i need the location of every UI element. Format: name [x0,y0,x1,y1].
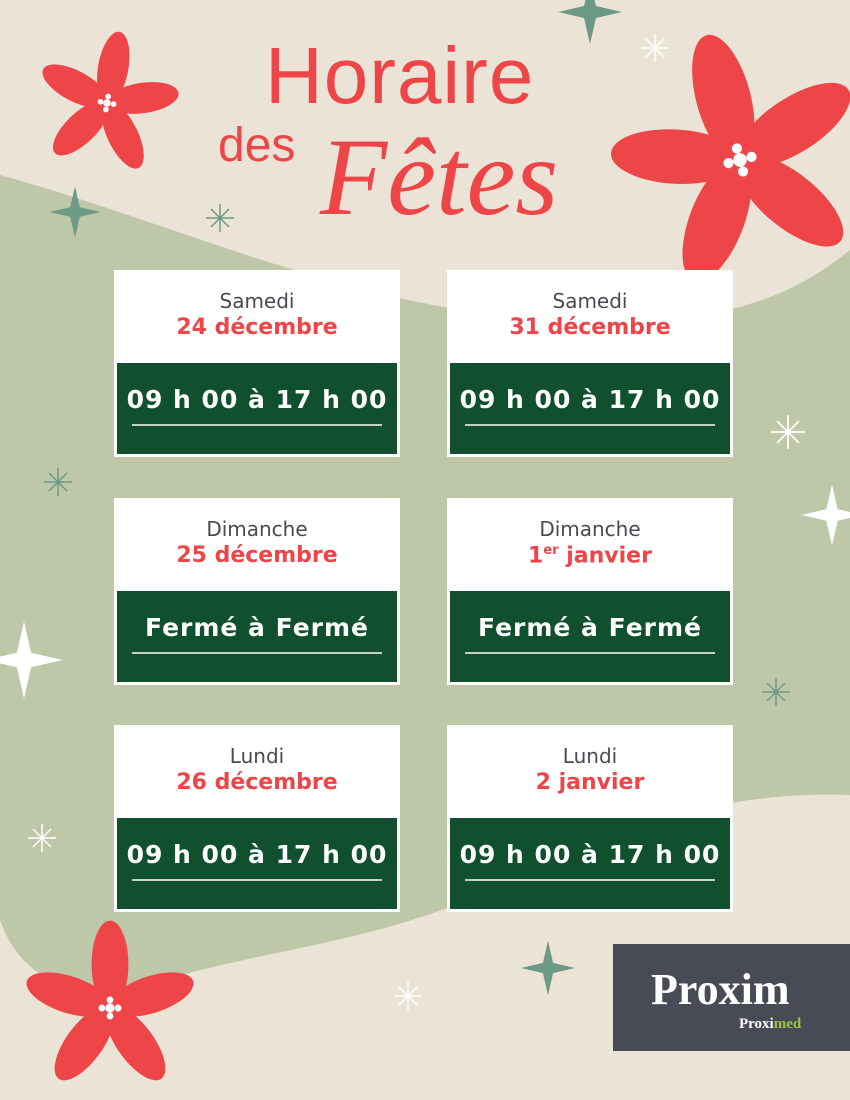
schedule-card: Samedi 31 décembre 09 h 00 à 17 h 00 [447,270,733,457]
schedule-card: Dimanche 25 décembre Fermé à Fermé [114,498,400,685]
date-month: janvier [558,543,652,569]
card-date: 2 janvier [535,770,645,795]
poinsettia-icon [23,19,192,183]
schedule-card: Lundi 26 décembre 09 h 00 à 17 h 00 [114,725,400,912]
title-horaire: Horaire [265,31,535,120]
schedule-card: Dimanche 1er janvier Fermé à Fermé [447,498,733,685]
date-number: 1 [528,543,544,569]
date-ordinal: er [543,543,559,558]
schedule-card: Samedi 24 décembre 09 h 00 à 17 h 00 [114,270,400,457]
logo-brand: Proxim [651,965,790,1014]
divider [465,652,715,654]
divider [132,652,382,654]
proxim-logo: Proxim Proximed [613,944,850,1051]
card-date: 31 décembre [509,315,671,340]
divider [465,879,715,881]
card-hours: Fermé à Fermé [145,613,369,642]
card-date: 24 décembre [176,315,338,340]
card-day: Lundi [562,744,618,768]
card-hours: Fermé à Fermé [478,613,702,642]
card-hours: 09 h 00 à 17 h 00 [126,385,388,414]
card-day: Dimanche [206,517,308,541]
logo-subbrand-a: Proxi [739,1016,774,1032]
card-hours: 09 h 00 à 17 h 00 [459,385,721,414]
card-date: 1er janvier [450,543,730,568]
divider [132,424,382,426]
card-day: Samedi [552,289,628,313]
divider [465,424,715,426]
card-day: Lundi [229,744,285,768]
card-hours: 09 h 00 à 17 h 00 [459,840,721,869]
card-day: Dimanche [539,517,641,541]
card-hours: 09 h 00 à 17 h 00 [126,840,388,869]
divider [132,879,382,881]
logo-subbrand-b: med [773,1016,802,1032]
poinsettia-icon [579,1,850,311]
title-fetes: Fêtes [320,116,559,238]
title-des: des [218,119,296,172]
card-day: Samedi [219,289,295,313]
card-date: 25 décembre [176,543,338,568]
logo-subbrand: Proximed [739,1016,801,1033]
card-date: 26 décembre [176,770,338,795]
schedule-card: Lundi 2 janvier 09 h 00 à 17 h 00 [447,725,733,912]
